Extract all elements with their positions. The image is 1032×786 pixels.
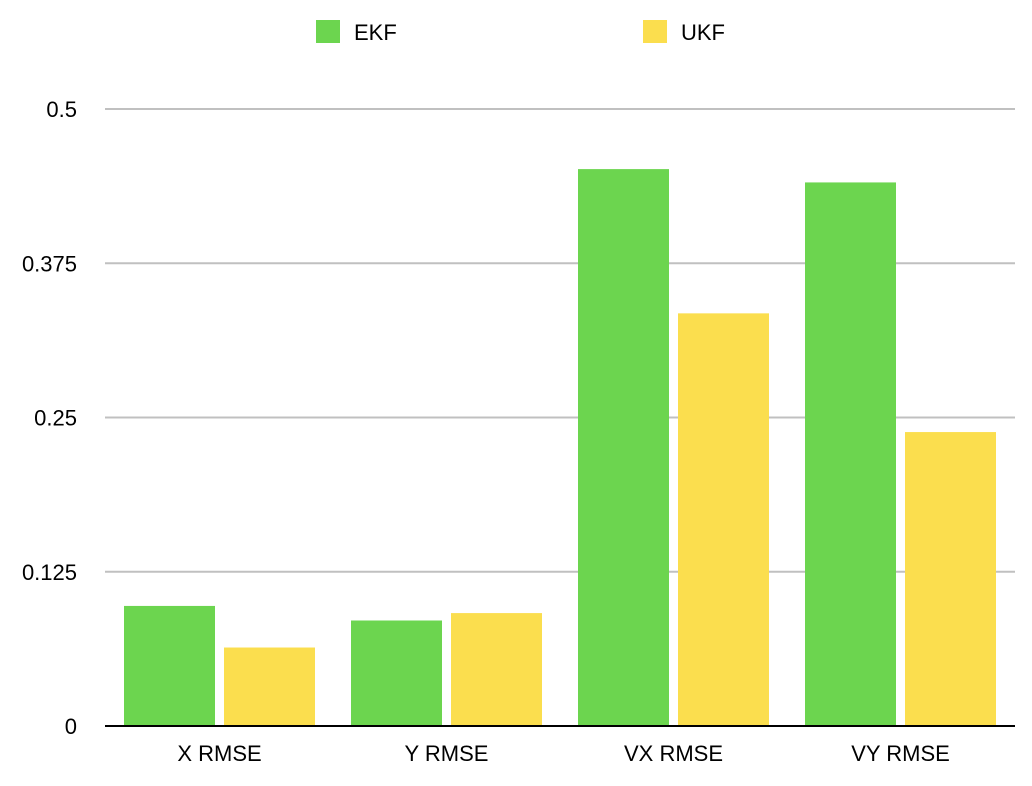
y-tick-label: 0.375 [22,251,77,276]
x-tick-label: VX RMSE [624,741,723,766]
legend-swatch [316,20,340,43]
x-tick-label: Y RMSE [405,741,489,766]
y-tick-label: 0.5 [46,97,77,122]
legend-swatch [643,20,667,43]
y-tick-label: 0.125 [22,560,77,585]
bar-ekf-x-rmse [124,605,215,726]
bar-ekf-y-rmse [351,620,442,726]
x-axis-tick-labels: X RMSE Y RMSE VX RMSE VY RMSE [177,741,949,766]
legend-item-ekf: EKF [316,20,397,45]
bar-ukf-x-rmse [224,647,315,726]
legend: EKF UKF [316,20,725,45]
bar-ekf-vy-rmse [805,182,896,727]
bar-ukf-y-rmse [451,613,542,726]
y-tick-label: 0.25 [34,406,77,431]
y-tick-label: 0 [65,714,77,739]
bar-ukf-vx-rmse [678,313,769,726]
legend-label: UKF [681,20,725,45]
x-tick-label: X RMSE [177,741,261,766]
y-axis-tick-labels: 0 0.125 0.25 0.375 0.5 [22,97,77,739]
x-tick-label: VY RMSE [851,741,950,766]
bar-ekf-vx-rmse [578,169,669,726]
bars [124,169,996,727]
legend-item-ukf: UKF [643,20,725,45]
bar-ukf-vy-rmse [905,432,996,726]
legend-label: EKF [354,20,397,45]
